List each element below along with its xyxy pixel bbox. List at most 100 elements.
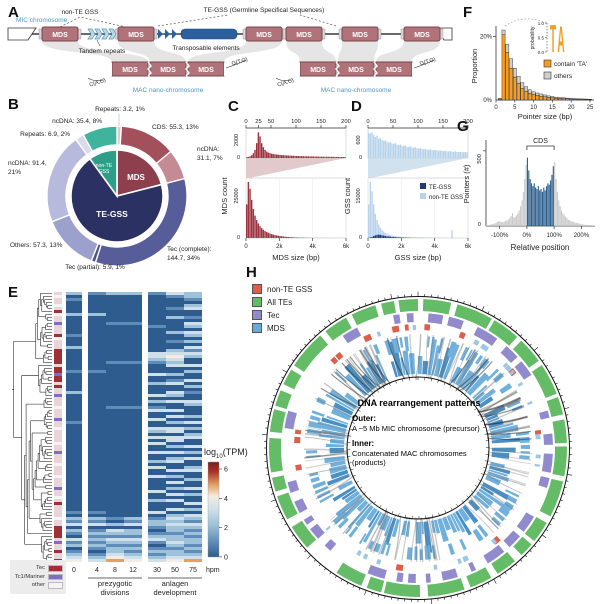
mac-mds-label: MDS <box>198 67 214 74</box>
svg-shape <box>321 156 323 158</box>
heatmap-cell <box>184 346 202 349</box>
heatmap-cell <box>166 511 184 514</box>
svg-shape <box>291 359 295 362</box>
anno-cell <box>54 556 62 559</box>
svg-shape <box>371 191 373 238</box>
svg-shape <box>558 98 562 101</box>
svg-shape <box>416 148 418 158</box>
legend-label: others <box>554 73 573 80</box>
svg-shape <box>292 155 295 158</box>
svg-shape <box>565 97 570 99</box>
svg-label: 0 <box>478 222 481 228</box>
heatmap-cell <box>124 469 142 472</box>
heatmap-cell <box>166 469 184 472</box>
svg-shape <box>480 473 484 475</box>
svg-shape <box>424 148 427 158</box>
svg-shape <box>554 97 558 101</box>
mac-mds-segment <box>356 500 369 512</box>
svg-shape <box>505 44 510 53</box>
heatmap-cell <box>66 313 82 316</box>
heatmap-cell <box>66 334 82 337</box>
heatmap-cell <box>124 439 142 442</box>
heatmap-cell <box>184 460 202 463</box>
legend-swatch <box>48 565 63 572</box>
svg-shape <box>537 186 539 226</box>
svg-shape <box>535 92 540 96</box>
heatmap-cell <box>124 418 142 421</box>
heatmap-cell <box>124 352 142 355</box>
heatmap-cell <box>184 520 202 523</box>
heatmap-cell <box>124 409 142 412</box>
mac-mds-segment <box>389 340 404 377</box>
svg-shape <box>344 157 346 158</box>
heatmap-cell <box>124 448 142 451</box>
heatmap-cell <box>184 526 202 529</box>
heatmap-cell <box>106 508 124 511</box>
svg-shape <box>558 97 562 99</box>
mac-mds-segment <box>458 370 474 389</box>
donut-label: Repeats: 6.9, 2% <box>20 131 70 138</box>
tec-segment <box>287 479 300 493</box>
heatmap-cell <box>66 319 82 322</box>
heatmap-cell <box>66 304 82 307</box>
heatmap-cell <box>106 415 124 418</box>
heatmap-cell <box>106 367 124 370</box>
heatmap-cell <box>124 367 142 370</box>
svg-shape <box>284 523 287 526</box>
svg-shape <box>326 156 328 158</box>
svg-shape <box>349 428 353 430</box>
heatmap-cell <box>148 364 166 367</box>
svg-shape <box>337 517 349 529</box>
svg-shape <box>394 237 397 238</box>
heatmap-cell <box>184 448 202 451</box>
heatmap-cell <box>148 547 166 550</box>
heatmap-cell <box>88 559 106 562</box>
legend-swatch <box>48 582 63 589</box>
heatmap-cell <box>106 328 124 331</box>
svg-shape <box>266 151 268 158</box>
heatmap-cell <box>184 337 202 340</box>
svg-shape <box>334 371 347 383</box>
svg-shape <box>466 152 468 158</box>
heatmap-cell <box>148 451 166 454</box>
heatmap-cell <box>66 358 82 361</box>
mds-mark <box>504 364 512 372</box>
anno-cell <box>54 331 62 334</box>
svg-shape <box>278 511 281 514</box>
heatmap-cell <box>148 538 166 541</box>
svg-shape <box>371 132 373 158</box>
heatmap-cell <box>66 538 82 541</box>
heatmap-cell <box>148 337 166 340</box>
svg-shape <box>87 77 105 81</box>
heatmap-cell <box>148 340 166 343</box>
tec-segment <box>503 530 521 548</box>
mac-mds-segment <box>390 361 398 378</box>
mac-mds-segment <box>329 447 345 454</box>
mac-mds-segment <box>422 360 429 375</box>
mac-mds-segment <box>487 471 510 483</box>
heatmap-cell <box>184 301 202 304</box>
heatmap-cell <box>184 511 202 514</box>
svg-shape <box>249 188 251 238</box>
svg-shape <box>593 225 595 226</box>
rearrangement-ribbon <box>286 41 336 62</box>
heatmap-cell <box>184 451 202 454</box>
donut-inner-segment <box>88 149 118 199</box>
svg-shape <box>502 222 504 226</box>
heatmap-cell <box>166 352 184 355</box>
heatmap-cell <box>184 469 202 472</box>
mac-mds-segment <box>344 490 360 504</box>
heatmap-cell <box>88 421 106 424</box>
heatmap-cell <box>166 307 184 310</box>
heatmap-cell <box>106 478 124 481</box>
heatmap-cell <box>166 490 184 493</box>
svg-shape <box>577 223 579 226</box>
heatmap-cell <box>124 493 142 496</box>
svg-label: 0 <box>244 119 247 125</box>
svg-shape <box>251 199 253 238</box>
heatmap-cell <box>124 541 142 544</box>
anno-cell <box>54 535 62 538</box>
svg-shape <box>383 231 385 238</box>
heatmap-cell <box>88 301 106 304</box>
circos-legend: non-TE GSS All TEs Tec MDS <box>252 284 312 336</box>
